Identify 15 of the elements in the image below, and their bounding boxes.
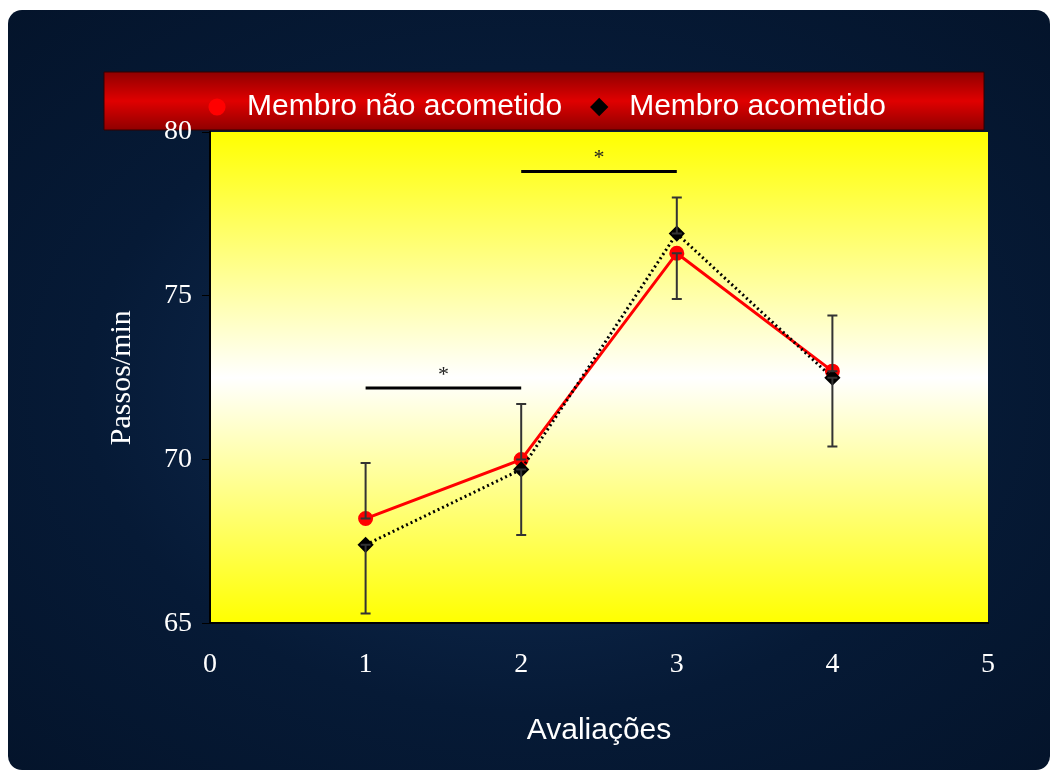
x-tick-label: 1 [358, 646, 373, 678]
x-tick-label: 0 [203, 646, 217, 678]
y-tick-label: 70 [164, 441, 192, 473]
legend-label: Membro acometido [629, 88, 886, 122]
x-tick-label: 3 [669, 646, 684, 678]
y-tick-label: 75 [164, 278, 192, 310]
annotation: * [437, 360, 449, 386]
x-tick-label: 2 [514, 646, 529, 678]
y-axis-title: Passos/min [102, 310, 136, 446]
x-tick-label: 5 [981, 646, 995, 678]
legend-label: Membro não acometido [247, 88, 563, 122]
x-axis-title: Avaliações [526, 712, 672, 746]
y-tick-label: 65 [164, 605, 192, 637]
annotation: * [593, 144, 605, 170]
x-tick-label: 4 [825, 646, 840, 678]
